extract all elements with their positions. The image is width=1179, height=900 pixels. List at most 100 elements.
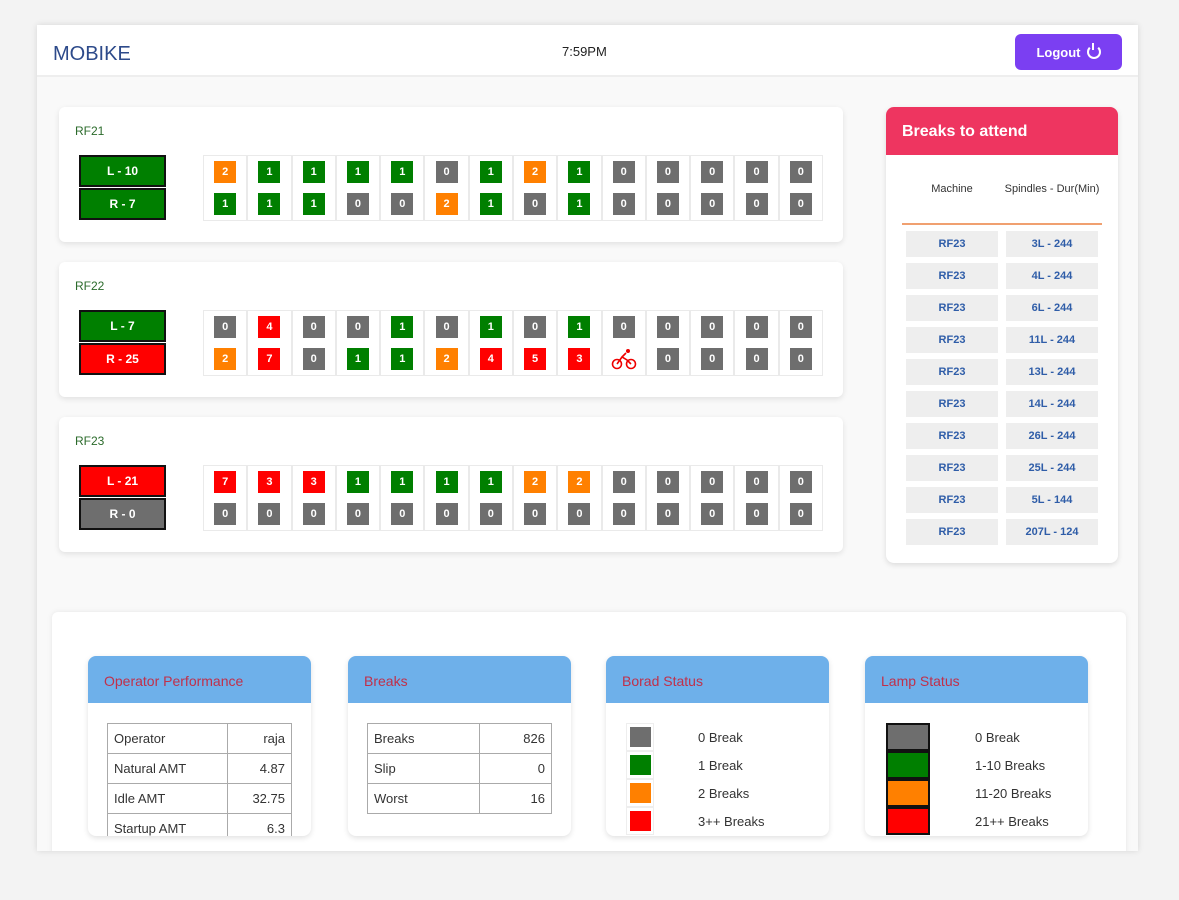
spindle-cell[interactable]: 0 [214,316,237,338]
lamp-left[interactable]: L - 10 [79,155,166,187]
spindle-cell[interactable]: 1 [479,193,502,215]
spindle-cell[interactable]: 4 [258,316,281,338]
spindle-cell[interactable]: 0 [789,161,812,183]
spindle-cell[interactable]: 0 [701,316,724,338]
spindle-cell[interactable]: 1 [391,161,414,183]
spindle-cell[interactable]: 0 [568,503,591,525]
spindle-cell[interactable]: 2 [524,471,547,493]
spindle-cell[interactable]: 0 [745,193,768,215]
spindle-cell[interactable]: 0 [789,316,812,338]
spindle-cell[interactable]: 0 [789,471,812,493]
spindle-cell[interactable]: 0 [302,348,325,370]
spindle-cell[interactable]: 0 [214,503,237,525]
spindle-cell[interactable]: 0 [656,193,679,215]
spindle-cell[interactable]: 0 [524,193,547,215]
spindle-cell[interactable]: 1 [302,193,325,215]
spindle-cell[interactable]: 0 [789,193,812,215]
spindle-cell[interactable]: 1 [391,348,414,370]
spindle-cell[interactable]: 7 [214,471,237,493]
spindle-cell[interactable]: 0 [612,471,635,493]
break-row[interactable]: RF23 5L - 144 [906,487,1098,513]
spindle-cell[interactable]: 0 [789,503,812,525]
spindle-cell[interactable]: 0 [656,316,679,338]
break-row[interactable]: RF23 26L - 244 [906,423,1098,449]
spindle-cell[interactable]: 1 [258,161,281,183]
spindle-cell[interactable]: 0 [302,503,325,525]
break-row[interactable]: RF23 11L - 244 [906,327,1098,353]
spindle-cell[interactable]: 0 [701,503,724,525]
lamp-right[interactable]: R - 25 [79,343,166,375]
spindle-cell[interactable]: 1 [346,471,369,493]
spindle-cell[interactable]: 1 [346,348,369,370]
spindle-cell[interactable]: 0 [524,503,547,525]
break-row[interactable]: RF23 207L - 124 [906,519,1098,545]
spindle-cell[interactable]: 1 [568,316,591,338]
spindle-cell[interactable]: 0 [302,316,325,338]
spindle-cell[interactable]: 1 [302,161,325,183]
spindle-cell[interactable]: 0 [391,193,414,215]
spindle-cell[interactable]: 1 [391,316,414,338]
spindle-cell[interactable]: 0 [612,161,635,183]
spindle-cell[interactable]: 2 [524,161,547,183]
spindle-cell[interactable]: 1 [479,161,502,183]
spindle-cell[interactable]: 1 [258,193,281,215]
spindle-cell[interactable]: 0 [479,503,502,525]
break-row[interactable]: RF23 14L - 244 [906,391,1098,417]
spindle-cell[interactable]: 3 [258,471,281,493]
spindle-cell[interactable]: 1 [479,471,502,493]
spindle-cell[interactable]: 1 [568,193,591,215]
spindle-cell[interactable]: 0 [435,503,458,525]
logout-button[interactable]: Logout [1015,34,1122,70]
spindle-cell[interactable]: 0 [789,348,812,370]
break-row[interactable]: RF23 4L - 244 [906,263,1098,289]
spindle-cell[interactable]: 0 [745,503,768,525]
break-row[interactable]: RF23 6L - 244 [906,295,1098,321]
lamp-left[interactable]: L - 21 [79,465,166,497]
spindle-cell[interactable]: 4 [479,348,502,370]
spindle-cell[interactable]: 0 [745,348,768,370]
spindle-cell[interactable]: 0 [524,316,547,338]
spindle-cell[interactable]: 2 [214,348,237,370]
spindle-cell[interactable]: 0 [701,193,724,215]
spindle-cell[interactable]: 3 [302,471,325,493]
spindle-cell[interactable]: 0 [612,193,635,215]
spindle-cell[interactable]: 2 [214,161,237,183]
spindle-cell[interactable]: 1 [346,161,369,183]
break-row[interactable]: RF23 25L - 244 [906,455,1098,481]
break-row[interactable]: RF23 13L - 244 [906,359,1098,385]
spindle-cell[interactable]: 0 [391,503,414,525]
spindle-cell[interactable]: 1 [479,316,502,338]
spindle-cell[interactable]: 2 [435,348,458,370]
spindle-cell[interactable]: 5 [524,348,547,370]
spindle-cell[interactable]: 0 [656,503,679,525]
spindle-cell[interactable]: 0 [656,471,679,493]
spindle-cell[interactable]: 0 [656,348,679,370]
spindle-cell[interactable]: 2 [568,471,591,493]
spindle-cell[interactable]: 3 [568,348,591,370]
spindle-cell[interactable]: 0 [612,503,635,525]
spindle-cell[interactable]: 1 [435,471,458,493]
spindle-cell[interactable]: 0 [612,316,635,338]
spindle-cell[interactable]: 0 [745,161,768,183]
spindle-cell[interactable]: 0 [701,348,724,370]
spindle-cell[interactable]: 1 [568,161,591,183]
spindle-cell[interactable]: 0 [435,161,458,183]
spindle-cell[interactable]: 0 [745,316,768,338]
spindle-cell[interactable]: 0 [701,161,724,183]
spindle-cell[interactable]: 1 [391,471,414,493]
spindle-cell[interactable]: 0 [745,471,768,493]
spindle-cell[interactable]: 0 [346,193,369,215]
spindle-cell[interactable]: 0 [258,503,281,525]
break-row[interactable]: RF23 3L - 244 [906,231,1098,257]
spindle-cell[interactable]: 0 [656,161,679,183]
spindle-cell[interactable]: 0 [346,316,369,338]
spindle-cell[interactable]: 2 [435,193,458,215]
spindle-cell[interactable]: 7 [258,348,281,370]
spindle-cell[interactable]: 1 [214,193,237,215]
lamp-right[interactable]: R - 0 [79,498,166,530]
spindle-cell[interactable]: 0 [435,316,458,338]
lamp-left[interactable]: L - 7 [79,310,166,342]
spindle-cell[interactable]: 0 [346,503,369,525]
spindle-cell[interactable]: 0 [701,471,724,493]
lamp-right[interactable]: R - 7 [79,188,166,220]
